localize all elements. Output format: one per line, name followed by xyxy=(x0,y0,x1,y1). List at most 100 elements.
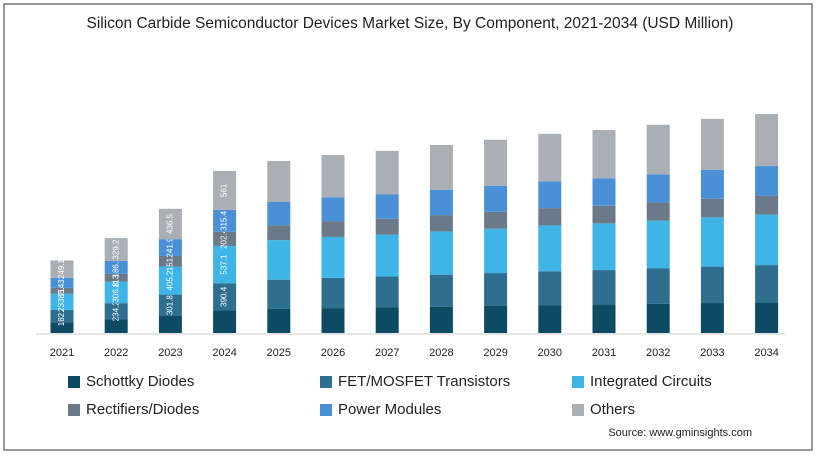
bar-segment xyxy=(213,170,237,210)
x-tick-label: 2032 xyxy=(646,347,670,359)
bar-segment xyxy=(755,114,779,167)
x-tick-label: 2022 xyxy=(104,347,128,359)
bar-segment xyxy=(267,160,291,202)
legend-swatch xyxy=(68,404,80,416)
bar-segment xyxy=(429,144,453,190)
data-label: 390.4 xyxy=(220,286,229,307)
bar-segment xyxy=(700,118,724,170)
bar-segment xyxy=(213,209,237,232)
bar-segment xyxy=(484,273,508,306)
data-label: 186.2 xyxy=(111,257,120,278)
frame xyxy=(3,3,813,451)
bar-segment xyxy=(50,260,74,278)
bar-segment xyxy=(104,273,128,282)
bar-segment xyxy=(755,195,779,215)
x-tick-label: 2030 xyxy=(538,347,562,359)
bar-segment xyxy=(375,307,399,333)
legend-label: Integrated Circuits xyxy=(590,373,712,390)
bar-segment xyxy=(755,166,779,196)
bar-segment xyxy=(592,270,616,305)
data-label: 329.2 xyxy=(111,239,120,260)
bar-segment xyxy=(321,197,345,222)
bar-segment xyxy=(375,194,399,219)
bar-segment xyxy=(592,223,616,271)
source: Source: www.gminsights.com xyxy=(608,427,752,439)
bar-segment xyxy=(375,218,399,235)
x-tick-label: 2025 xyxy=(267,347,291,359)
x-tick-label: 2027 xyxy=(375,347,399,359)
data-label: 143.8 xyxy=(57,272,66,293)
bar-segment xyxy=(700,303,724,333)
bar-segment xyxy=(104,303,128,320)
x-tick-label: 2033 xyxy=(700,347,724,359)
bar-segment xyxy=(429,231,453,275)
bar-segment xyxy=(158,294,182,316)
bar-segment xyxy=(646,124,670,175)
bar-segment xyxy=(646,202,670,221)
data-label: 301.8 xyxy=(166,295,175,316)
bar-segment xyxy=(592,129,616,179)
data-label: 315.4 xyxy=(220,210,229,231)
data-label: 436.5 xyxy=(166,213,175,234)
bar-segment xyxy=(50,293,74,310)
legend-swatch xyxy=(320,376,332,388)
bar-segment xyxy=(104,260,128,274)
bar-segment xyxy=(267,279,291,309)
bar-segment xyxy=(321,155,345,198)
bar-segment xyxy=(429,274,453,307)
bar-segment xyxy=(429,215,453,232)
bar-segment xyxy=(267,225,291,241)
x-tick-label: 2024 xyxy=(212,347,236,359)
bar-segment xyxy=(158,239,182,256)
bar-segment xyxy=(538,181,562,209)
bar-segment xyxy=(213,245,237,284)
bar-segment xyxy=(700,266,724,304)
x-tick-label: 2028 xyxy=(429,347,453,359)
bar-segment xyxy=(50,322,74,333)
data-label: 113.6 xyxy=(111,268,120,288)
bar-segment xyxy=(375,276,399,308)
bar-segment xyxy=(267,240,291,280)
legend-label: Schottky Diodes xyxy=(86,373,194,390)
legend-swatch xyxy=(68,376,80,388)
legend-label: Rectifiers/Diodes xyxy=(86,401,199,418)
data-label: 182.4 xyxy=(57,306,66,327)
legend-swatch xyxy=(320,404,332,416)
bar-segment xyxy=(267,201,291,226)
bar-segment xyxy=(755,214,779,266)
bar-segment xyxy=(538,208,562,226)
bar-segment xyxy=(755,265,779,303)
bar-segment xyxy=(646,220,670,269)
bar-segment xyxy=(104,281,128,304)
bar-segment xyxy=(50,309,74,323)
bar-segment xyxy=(50,287,74,294)
bar-segment xyxy=(213,310,237,333)
bar-segment xyxy=(158,315,182,333)
bar-segment xyxy=(104,319,128,333)
x-tick-label: 2021 xyxy=(50,347,74,359)
data-label: 561 xyxy=(220,183,229,197)
data-label: 405.2 xyxy=(166,270,175,291)
bar-segment xyxy=(213,231,237,246)
bar-segment xyxy=(375,234,399,277)
bar-segment xyxy=(267,308,291,333)
x-tick-label: 2023 xyxy=(158,347,182,359)
bar-segment xyxy=(484,185,508,212)
bar-segment xyxy=(158,266,182,295)
bar-segment xyxy=(538,305,562,333)
bar-segment xyxy=(592,304,616,333)
bar-segment xyxy=(755,302,779,333)
bar-segment xyxy=(700,198,724,218)
x-tick-label: 2034 xyxy=(754,347,778,359)
data-label: 151.2 xyxy=(166,251,175,272)
legend-swatch xyxy=(572,376,584,388)
bar-segment xyxy=(484,139,508,186)
data-label: 241.9 xyxy=(166,237,175,258)
chart-title: Silicon Carbide Semiconductor Devices Ma… xyxy=(87,15,734,32)
data-label: 306.8 xyxy=(111,282,120,303)
bar-segment xyxy=(646,268,670,304)
bar-segment xyxy=(646,303,670,333)
x-tick-label: 2026 xyxy=(321,347,345,359)
